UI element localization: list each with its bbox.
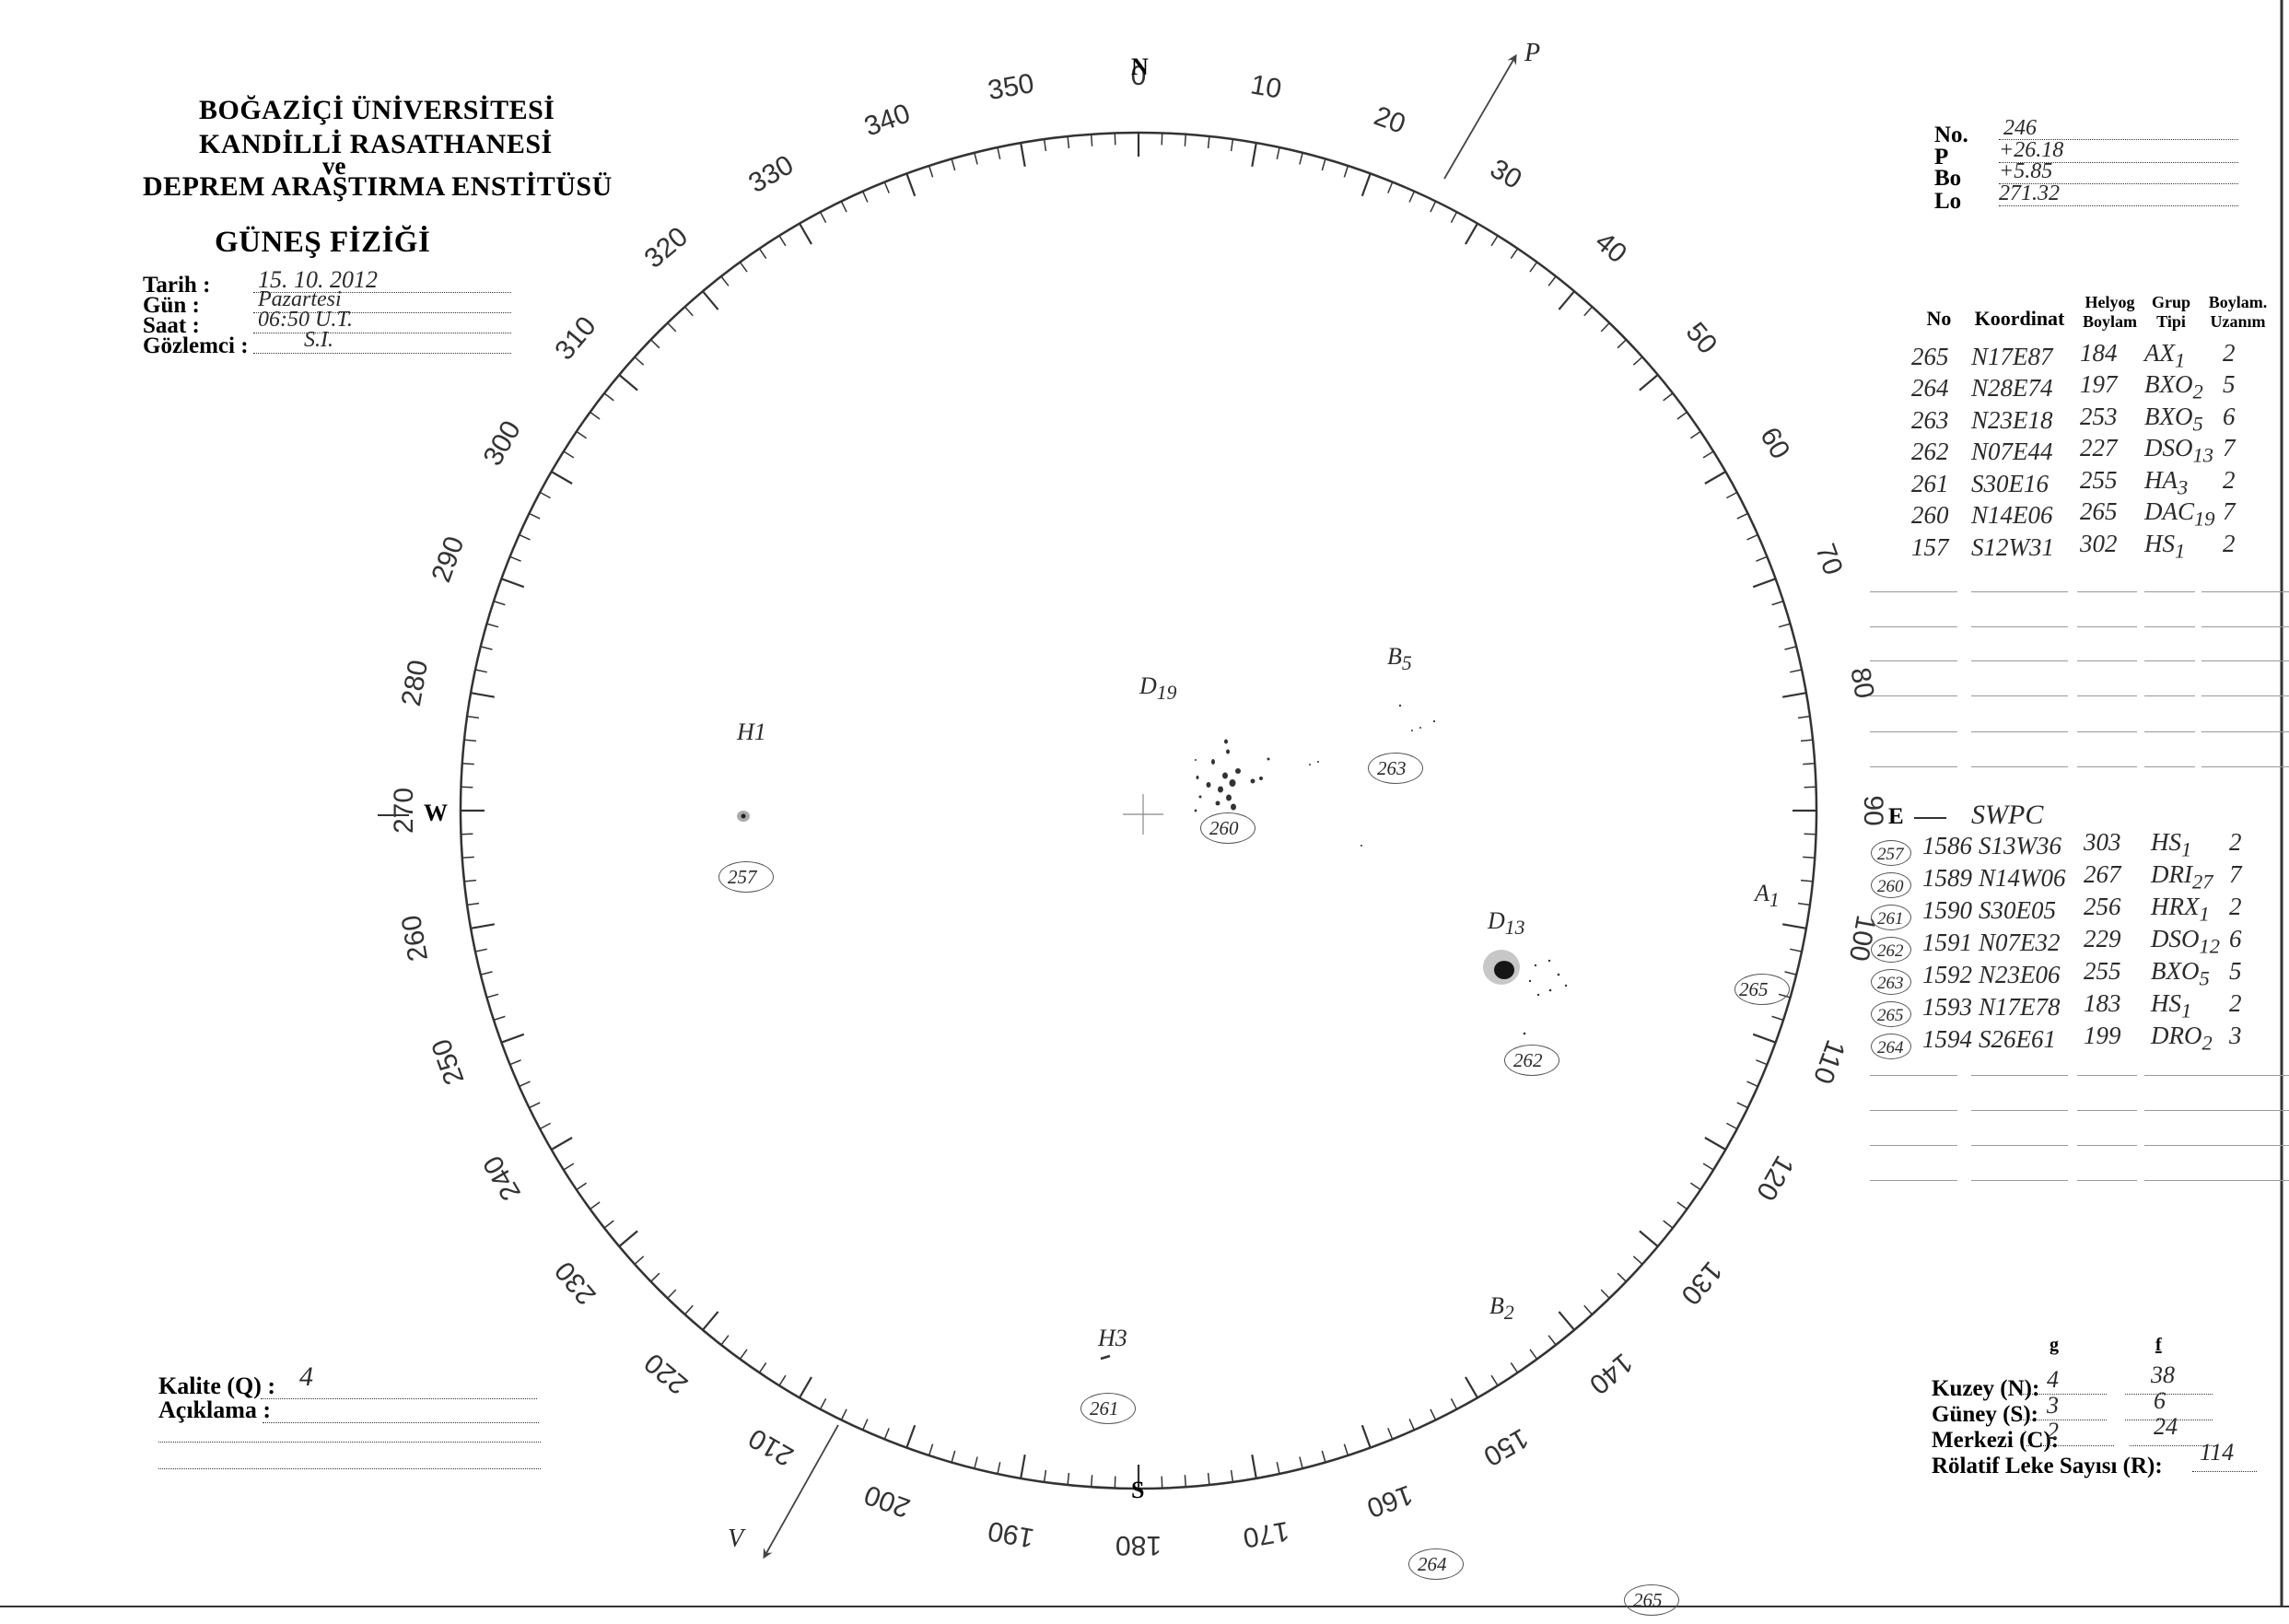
svg-text:170: 170 <box>1241 1515 1291 1553</box>
svg-text:40: 40 <box>1589 227 1632 270</box>
svg-text:20: 20 <box>1370 100 1409 139</box>
svg-text:190: 190 <box>986 1515 1036 1553</box>
svg-text:10: 10 <box>1248 69 1284 104</box>
svg-text:120: 120 <box>1750 1151 1800 1206</box>
svg-text:50: 50 <box>1680 317 1723 360</box>
svg-text:230: 230 <box>549 1256 601 1311</box>
svg-text:160: 160 <box>1363 1478 1417 1523</box>
svg-text:260: 260 <box>396 913 434 964</box>
svg-text:270: 270 <box>389 788 419 834</box>
svg-text:110: 110 <box>1807 1036 1851 1088</box>
svg-text:180: 180 <box>1115 1530 1162 1560</box>
svg-text:310: 310 <box>549 311 601 367</box>
svg-text:200: 200 <box>860 1478 914 1523</box>
svg-text:30: 30 <box>1485 154 1526 195</box>
svg-text:150: 150 <box>1478 1422 1534 1472</box>
svg-text:250: 250 <box>426 1035 470 1089</box>
svg-text:350: 350 <box>986 68 1036 106</box>
svg-text:290: 290 <box>426 532 470 586</box>
svg-text:90: 90 <box>1858 795 1888 825</box>
svg-text:280: 280 <box>396 658 434 708</box>
svg-text:140: 140 <box>1583 1347 1639 1399</box>
svg-text:60: 60 <box>1754 423 1795 464</box>
svg-text:210: 210 <box>743 1422 799 1472</box>
svg-text:70: 70 <box>1809 540 1848 579</box>
svg-text:340: 340 <box>860 98 914 142</box>
svg-text:330: 330 <box>743 149 799 199</box>
svg-text:220: 220 <box>639 1347 695 1399</box>
svg-text:300: 300 <box>477 415 527 471</box>
svg-text:320: 320 <box>639 221 695 274</box>
svg-text:130: 130 <box>1675 1256 1727 1311</box>
svg-text:240: 240 <box>477 1151 527 1206</box>
